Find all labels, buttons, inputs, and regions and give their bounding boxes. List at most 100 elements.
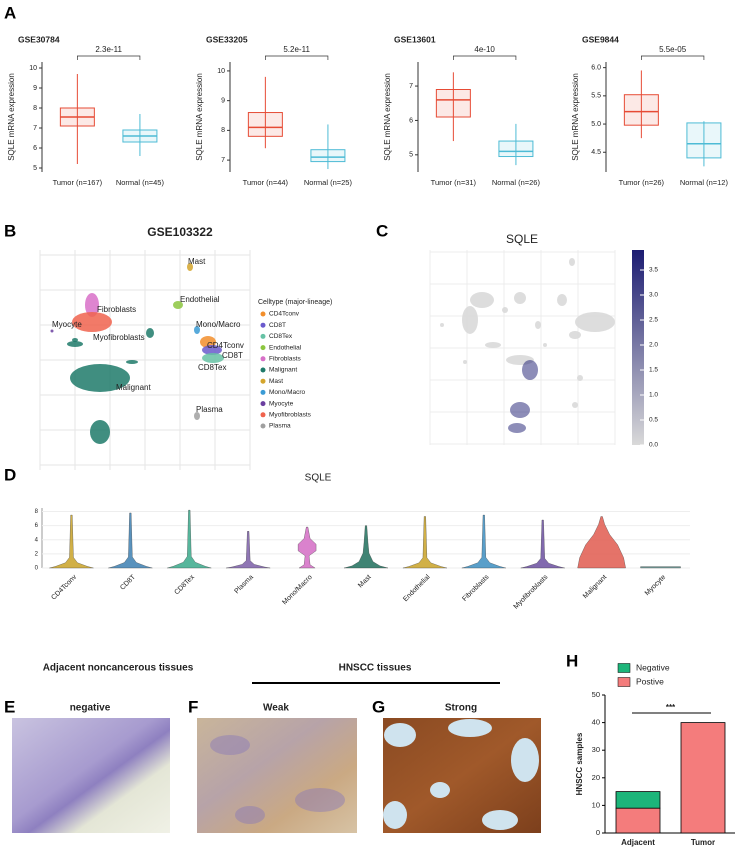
panel-letter: D: [4, 465, 16, 484]
box: [498, 140, 534, 158]
cluster-label: Myofibroblasts: [93, 333, 145, 342]
y-axis-label: HNSCC samples: [575, 732, 584, 795]
legend-label: Mono/Macro: [269, 389, 306, 396]
x-tick-label: Adjacent: [621, 838, 655, 847]
x-tick-label: CD8T: [119, 573, 137, 591]
legend-label: Myocyte: [269, 400, 294, 407]
y-tick-label: 6: [35, 523, 39, 529]
cell-cluster: [535, 321, 541, 329]
violin: [343, 525, 389, 569]
significance-bracket: [265, 55, 329, 60]
cluster-label: CD8Tex: [198, 363, 226, 372]
x-tick-label: Myofibroblasts: [513, 573, 550, 610]
violin: [577, 516, 626, 569]
colorbar-label: 0.0: [649, 442, 658, 449]
violin: [49, 514, 94, 569]
ihc-lumens: [383, 719, 539, 830]
significance-bracket: [641, 55, 705, 60]
box: [435, 89, 471, 118]
y-tick-label: 20: [592, 773, 600, 782]
y-tick-label: 10: [217, 68, 225, 75]
cell-cluster: [463, 360, 467, 364]
significance: ***: [666, 703, 676, 712]
cell-cluster: [522, 360, 538, 380]
cell-cluster: [440, 323, 444, 327]
x-tick-label: Malignant: [582, 574, 608, 600]
x-tick-label: Endothelial: [402, 573, 432, 603]
y-tick-label: 7: [409, 83, 413, 90]
y-tick-label: 6: [33, 145, 37, 152]
chart-title: GSE13601: [394, 34, 436, 44]
chart-title: GSE30784: [18, 34, 60, 44]
violin: [402, 516, 447, 569]
cell-cluster: [502, 307, 508, 313]
y-tick-label: 2: [35, 551, 39, 557]
legend-title: Celltype (major-lineage): [258, 299, 332, 306]
legend-label: Fibroblasts: [269, 356, 302, 363]
y-tick-label: 5: [33, 165, 37, 172]
cell-cluster: [187, 263, 193, 271]
cluster-label: Myocyte: [52, 320, 82, 329]
x-tick-label: Tumor (n=31): [431, 178, 477, 187]
cell-cluster: [572, 402, 578, 408]
bar-segment: [615, 791, 661, 809]
y-tick-label: 5.5: [591, 93, 601, 100]
y-tick-label: 7: [33, 125, 37, 132]
x-tick-label: Normal (n=25): [304, 178, 353, 187]
p-value: 5.5e-05: [659, 45, 687, 54]
cell-cluster: [462, 306, 478, 334]
y-tick-label: 9: [221, 97, 225, 104]
colorbar-label: 2.5: [649, 317, 658, 324]
chart-title: GSE9844: [582, 34, 619, 44]
colorbar-label: 2.0: [649, 342, 658, 349]
x-tick-label: Tumor: [691, 838, 715, 847]
y-tick-label: 4: [35, 537, 39, 543]
cluster-label: Mast: [188, 257, 206, 266]
y-tick-label: 0: [596, 828, 600, 837]
legend-swatch: [260, 389, 266, 395]
y-tick-label: 0: [35, 566, 39, 572]
significance-bracket: [453, 55, 517, 60]
y-tick-label: 7: [221, 157, 225, 164]
y-axis-label: SQLE mRNA expression: [383, 73, 392, 161]
cell-cluster: [70, 364, 130, 392]
colorbar-label: 3.5: [649, 267, 658, 274]
x-tick-label: Mast: [357, 574, 373, 590]
legend-label: Endothelial: [269, 344, 302, 351]
box: [310, 149, 346, 163]
p-value: 2.3e-11: [95, 45, 122, 54]
cell-cluster: [146, 328, 154, 338]
colorbar-label: 1.5: [649, 367, 658, 374]
y-tick-label: 50: [592, 690, 600, 699]
cell-cluster: [569, 331, 581, 339]
cluster-label: Plasma: [196, 405, 223, 414]
legend-label: Negative: [636, 662, 670, 672]
panel-letter: G: [372, 697, 385, 716]
cell-cluster: [173, 301, 183, 309]
cell-cluster: [202, 345, 222, 355]
violin: [226, 531, 271, 569]
chart-title: SQLE: [506, 232, 538, 246]
panel-letter: C: [376, 221, 388, 240]
colorbar-label: 1.0: [649, 392, 658, 399]
cell-cluster: [470, 292, 494, 308]
panel-letter: A: [4, 3, 16, 22]
x-tick-label: Normal (n=26): [492, 178, 541, 187]
y-tick-label: 8: [35, 509, 39, 515]
legend-swatch: [260, 356, 266, 362]
cell-cluster: [194, 412, 200, 420]
panel-letter: E: [4, 697, 15, 716]
cell-cluster: [194, 326, 200, 334]
legend-swatch: [260, 322, 266, 328]
colorbar-label: 0.5: [649, 417, 658, 424]
violin: [108, 512, 153, 569]
x-tick-label: Tumor (n=26): [619, 178, 665, 187]
significance-bracket: [77, 55, 141, 60]
ihc-nuclei: [210, 735, 345, 824]
cell-cluster: [510, 402, 530, 418]
y-tick-label: 8: [221, 127, 225, 134]
x-tick-label: Myocyte: [644, 574, 667, 597]
ihc-title: Strong: [445, 703, 477, 714]
ihc-title: Weak: [263, 703, 289, 714]
